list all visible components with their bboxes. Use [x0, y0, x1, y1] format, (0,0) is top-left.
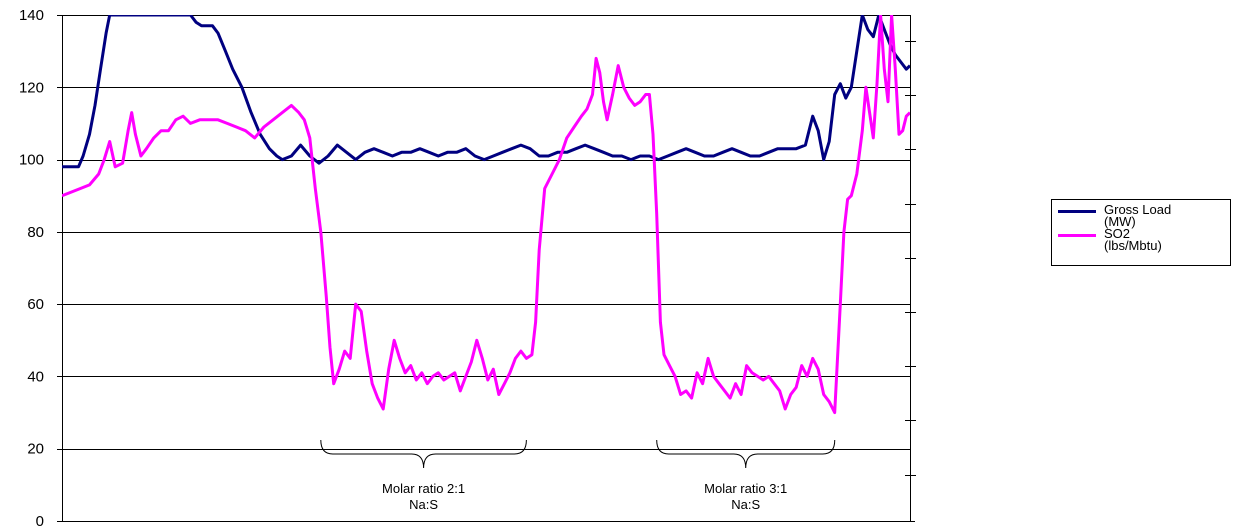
axes: [57, 15, 916, 522]
legend-label-gross-load-line1: Gross Load: [1104, 202, 1172, 217]
annotation-label-2-line2: Na:S: [731, 497, 760, 512]
legend: Gross Load (MW) SO2 (lbs/Mbtu): [1051, 199, 1231, 266]
legend-swatch-so2: [1058, 234, 1096, 237]
series-so2-line: [62, 15, 910, 415]
y-tick-label-0: 0: [36, 513, 44, 529]
y-tick-label-100: 100: [19, 152, 44, 169]
legend-label-gross-load-line2: (MW): [1104, 214, 1136, 229]
y-axis-tick-labels: 0 20 40 60 80 100 120 140: [19, 7, 44, 529]
y-tick-label-140: 140: [19, 7, 44, 24]
y-tick-label-80: 80: [27, 224, 44, 241]
annotation-brace-1: [320, 439, 527, 469]
legend-label-so2: SO2 (lbs/Mbtu): [1104, 226, 1234, 253]
legend-label-so2-line2: (lbs/Mbtu): [1104, 238, 1162, 253]
legend-label-so2-line1: SO2: [1104, 226, 1131, 241]
legend-label-gross-load: Gross Load (MW): [1104, 202, 1234, 229]
annotation-label-1-line1: Molar ratio 2:1: [382, 481, 465, 496]
series-gross-load-line: [62, 15, 910, 169]
gridlines: [62, 15, 910, 450]
y-tick-label-60: 60: [27, 296, 44, 313]
annotation-label-2-line1: Molar ratio 3:1: [704, 481, 787, 496]
legend-swatch-gross-load: [1058, 210, 1096, 213]
series-lines: [62, 15, 910, 415]
y-tick-label-40: 40: [27, 368, 44, 385]
annotation-label-1-line2: Na:S: [409, 497, 438, 512]
annotation-brace-2: [656, 439, 836, 469]
y-tick-label-20: 20: [27, 441, 44, 458]
y-tick-label-120: 120: [19, 79, 44, 96]
